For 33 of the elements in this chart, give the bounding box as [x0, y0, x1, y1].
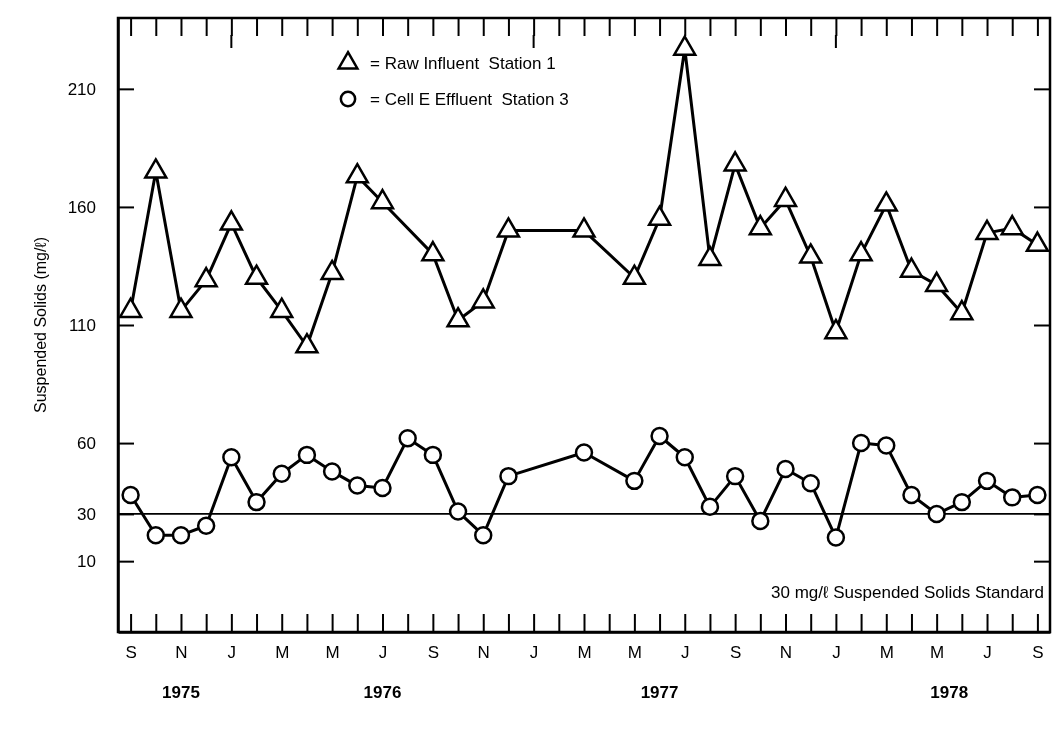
y-axis-title: Suspended Solids (mg/ℓ) [32, 237, 49, 413]
text: 1978 [930, 683, 969, 702]
y-tick-label: 30 [77, 504, 96, 524]
x-tick-label: J [227, 643, 237, 663]
x-tick-label: J [983, 643, 992, 663]
y-tick-label: 10 [77, 552, 96, 572]
annotation: 30 mg/ℓ Suspended Solids Standard [771, 583, 1044, 602]
x-tick-label: N [779, 643, 793, 663]
x-tick-label: J [832, 643, 841, 663]
text: 1976 [363, 683, 402, 702]
x-tick-label: M [879, 643, 894, 663]
x-tick-label: M [325, 643, 340, 663]
x-tick-label: J [529, 643, 539, 663]
x-tick-label: S [427, 643, 440, 663]
x-tick-label: S [729, 643, 742, 663]
legend-label: = Cell E Effluent Station 3 [370, 90, 569, 109]
x-tick-label: N [175, 643, 188, 663]
x-tick-label: M [627, 643, 642, 663]
y-tick-label: 110 [68, 315, 96, 335]
x-tick-label: M [275, 643, 290, 663]
x-tick-label: M [577, 643, 592, 663]
y-tick-label: 210 [67, 79, 96, 99]
x-tick-label: J [681, 643, 690, 663]
x-tick-label: S [125, 643, 137, 663]
text: 1977 [640, 683, 679, 702]
legend-label: = Raw Influent Station 1 [370, 54, 556, 73]
x-tick-label: J [378, 643, 388, 663]
y-tick-label: 160 [67, 197, 96, 217]
x-tick-label: M [930, 643, 945, 663]
x-tick-label: N [477, 643, 490, 663]
text: 1975 [162, 683, 200, 702]
x-tick-label: S [1032, 643, 1044, 663]
y-tick-label: 60 [77, 434, 96, 454]
